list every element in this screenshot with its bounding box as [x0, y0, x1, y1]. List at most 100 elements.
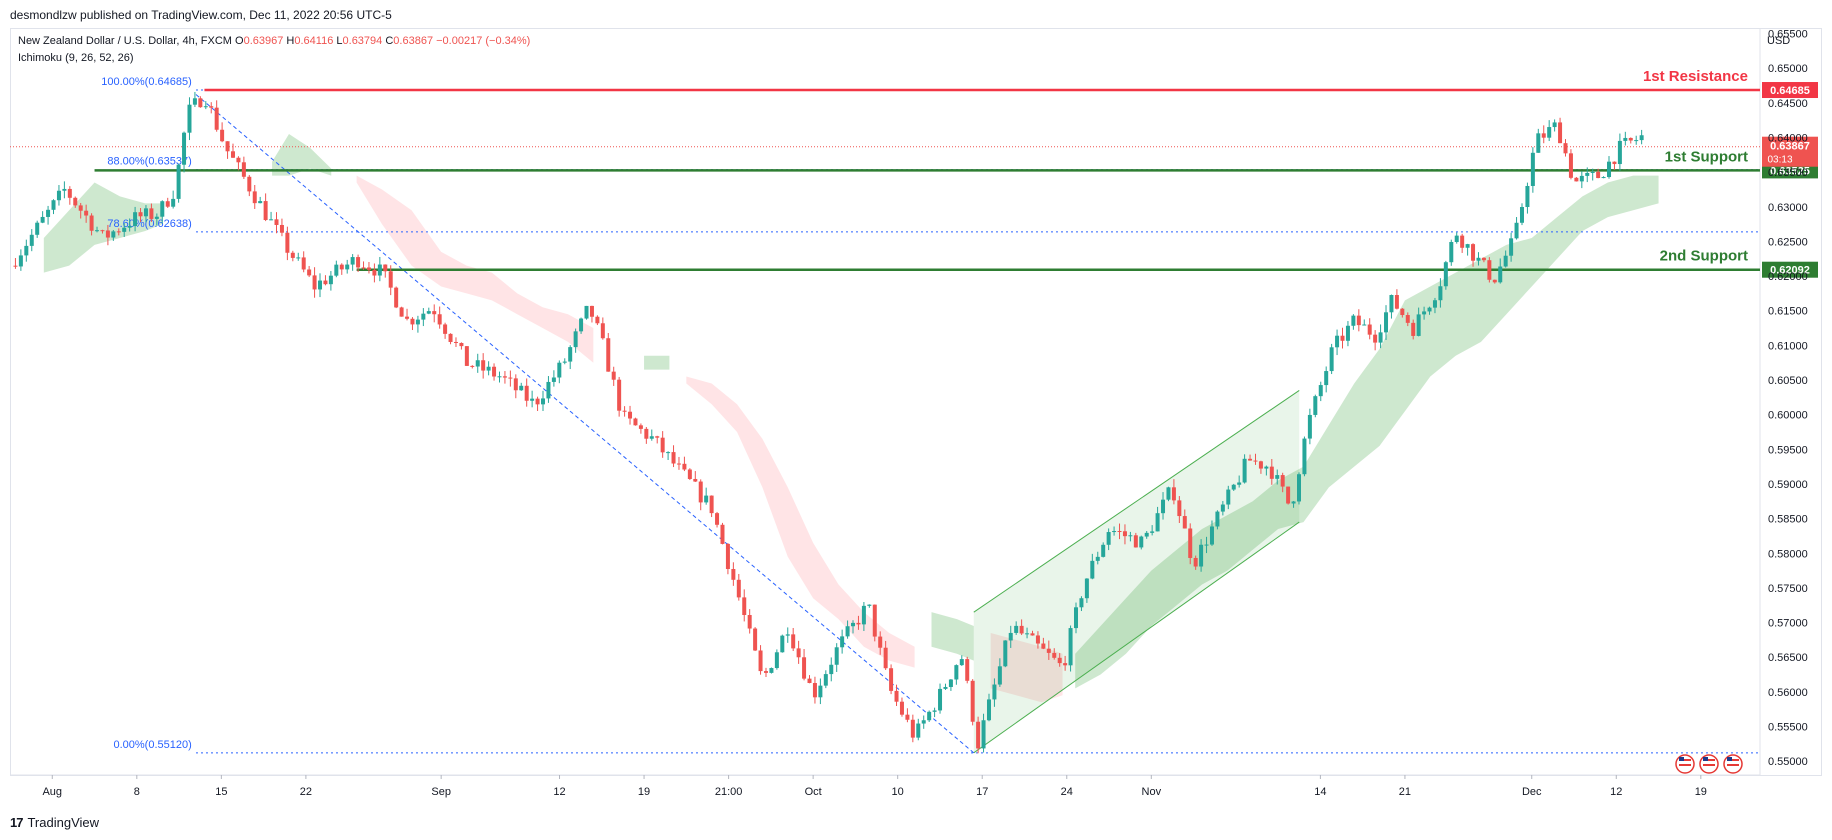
key-levels: 1st Resistance 0.64685 1st Support 0.63525 2…: [10, 68, 1818, 278]
candle-body: [1384, 312, 1389, 333]
candle-body: [1476, 257, 1481, 261]
candle-body: [51, 200, 56, 210]
candle-body: [394, 287, 399, 308]
candle-body: [252, 191, 257, 204]
candle-body: [209, 106, 214, 108]
ohlc-high-label: H: [286, 35, 295, 47]
candle-body: [1204, 544, 1209, 546]
indicator-legend[interactable]: Ichimoku (9, 26, 52, 26): [18, 52, 134, 64]
candle-body: [1558, 122, 1563, 144]
price-axis[interactable]: 0.65500 0.65000 0.64500 0.64000 0.63500 0.630…: [1768, 29, 1808, 769]
candle-body: [105, 230, 110, 238]
candle-body: [905, 714, 910, 720]
channel-upper-line: [973, 389, 1300, 613]
candle-body: [557, 362, 562, 378]
candle-body: [176, 164, 181, 199]
flag-stripe: [1727, 764, 1739, 766]
candle-body: [1084, 578, 1089, 599]
candle-body: [1161, 499, 1166, 514]
ohlc-open: 0.63967: [243, 35, 284, 47]
candle-body: [1519, 207, 1524, 223]
time-tick-9: 10: [892, 786, 904, 798]
price-tick-10: 0.60500: [1768, 375, 1808, 387]
candle-body: [589, 305, 594, 317]
candle-body: [530, 398, 535, 401]
candle-body: [600, 323, 605, 339]
candle-body: [56, 190, 61, 201]
candle-body: [780, 635, 785, 653]
candle-body: [1324, 371, 1329, 386]
candle-body: [687, 469, 692, 479]
symbol-name: New Zealand Dollar / U.S. Dollar, 4h, FX…: [18, 35, 232, 47]
candle-body: [1454, 235, 1459, 243]
candle-body: [840, 636, 845, 648]
price-tick-11: 0.60000: [1768, 410, 1808, 422]
candle-body: [1345, 325, 1350, 341]
ichimoku-cloud: [43, 134, 1659, 703]
candle-body: [818, 685, 823, 698]
candle-body: [1275, 475, 1280, 479]
flag-stripe: [1703, 764, 1715, 766]
candle-body: [1449, 242, 1454, 263]
candle-body: [312, 275, 317, 290]
candle-body: [1634, 140, 1639, 142]
candle-body: [954, 665, 959, 680]
level-price-tag-1: [1762, 82, 1818, 99]
candle-body: [1302, 438, 1307, 475]
candle-body: [851, 622, 856, 627]
candle-body: [285, 232, 290, 253]
candle-body: [948, 679, 953, 687]
candle-body: [171, 198, 176, 207]
time-tick-1: 8: [134, 786, 140, 798]
candle-body: [1351, 315, 1356, 326]
price-tick-7: 0.62000: [1768, 271, 1808, 283]
candle-body: [415, 319, 420, 325]
candle-body: [1514, 222, 1519, 239]
candle-body: [1378, 332, 1383, 343]
candle-body: [399, 307, 404, 317]
candle-body: [443, 324, 448, 334]
candle-body: [823, 674, 828, 686]
candle-body: [1280, 475, 1285, 487]
candle-body: [1389, 295, 1394, 313]
candle-body: [992, 684, 997, 700]
candle-body: [247, 176, 252, 192]
price-tick-8: 0.61500: [1768, 306, 1808, 318]
price-chart[interactable]: 100.00%(0.64685) 88.00%(0.63537) 78.60%(0.…: [0, 0, 1832, 800]
candle-body: [595, 316, 600, 324]
cloud-segment-3: [644, 355, 670, 370]
candle-body: [1547, 127, 1552, 138]
candle-body: [236, 157, 241, 163]
candle-body: [758, 650, 763, 672]
time-axis[interactable]: Aug 8 15 22 Sep 12 19 21:00 Oct 10 17 24 Nov 14 21 Dec 1…: [42, 775, 1707, 798]
flag-stripe: [1727, 759, 1739, 761]
candle-body: [1030, 633, 1035, 636]
candle-body: [1177, 500, 1182, 517]
time-tick-5: 12: [553, 786, 565, 798]
candle-body: [366, 267, 371, 270]
candle-body: [1335, 335, 1340, 348]
candle-body: [1503, 255, 1508, 267]
channel-fill: [973, 390, 1300, 753]
time-tick-2: 15: [215, 786, 227, 798]
candle-body: [622, 410, 627, 412]
candle-body: [981, 720, 986, 749]
candle-body: [1286, 486, 1291, 504]
candle-body: [448, 333, 453, 342]
candle-body: [927, 711, 932, 721]
candle-body: [682, 463, 687, 470]
candle-body: [606, 338, 611, 372]
candle-body: [638, 425, 643, 429]
tradingview-branding[interactable]: 17 TradingView: [10, 815, 99, 830]
event-flags[interactable]: [1675, 754, 1743, 774]
candle-body: [470, 365, 475, 367]
candle-body: [976, 721, 981, 749]
candle-body: [519, 385, 524, 391]
candle-body: [1552, 122, 1557, 128]
candle-body: [1623, 137, 1628, 141]
candle-body: [551, 377, 556, 382]
candle-body: [1150, 531, 1155, 533]
candle-body: [307, 269, 312, 276]
candle-body: [1019, 625, 1024, 634]
candle-body: [486, 366, 491, 371]
